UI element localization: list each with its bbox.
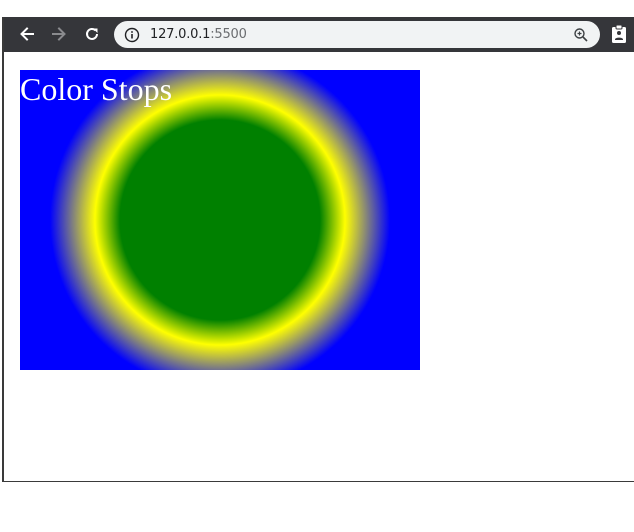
clipboard-icon[interactable] [609,23,629,45]
page-viewport: Color Stops [4,52,634,481]
zoom-icon[interactable] [572,26,590,44]
back-button[interactable] [14,21,40,47]
arrow-right-icon [50,25,68,43]
url-host: 127.0.0.1 [150,27,211,42]
address-bar[interactable]: 127.0.0.1:5500 [114,21,600,48]
url-port: :5500 [210,27,247,42]
browser-toolbar: 127.0.0.1:5500 [4,17,634,52]
browser-window: 127.0.0.1:5500 [2,17,634,482]
arrow-left-icon [18,25,36,43]
reload-button[interactable] [79,21,105,47]
reload-icon [83,25,101,43]
page-heading: Color Stops [20,71,173,107]
info-icon[interactable] [124,27,140,43]
radial-gradient-box: Color Stops [20,70,420,370]
forward-button[interactable] [46,21,72,47]
url-text[interactable]: 127.0.0.1:5500 [150,27,247,42]
